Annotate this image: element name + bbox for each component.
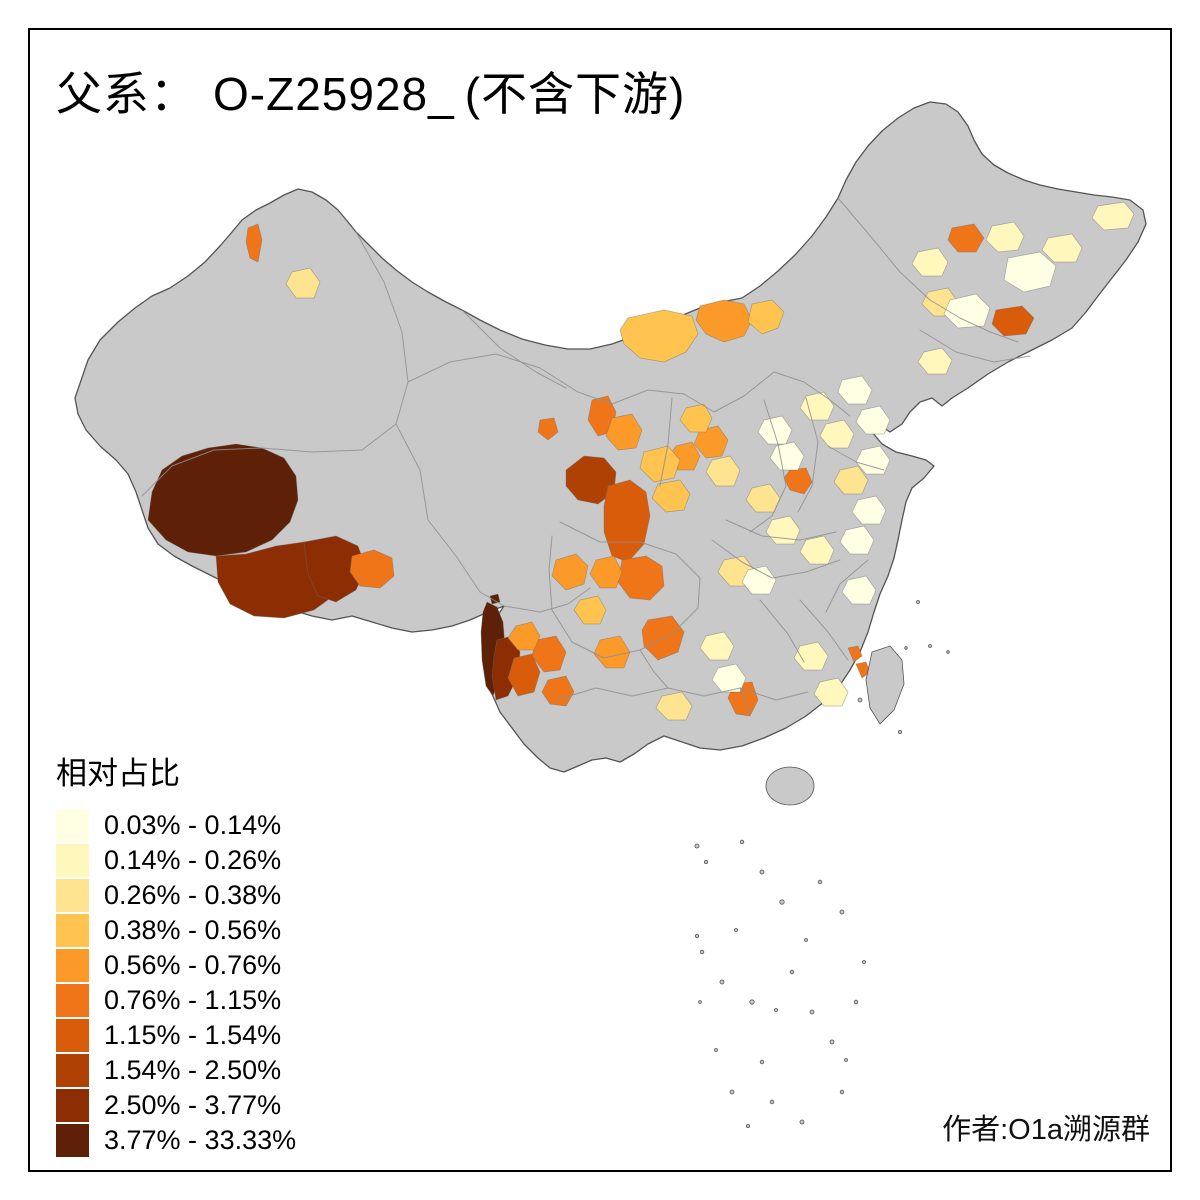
- map-region: [991, 305, 1035, 337]
- legend-swatch: [56, 914, 89, 947]
- map-region: [541, 675, 575, 707]
- legend: 相对占比 0.03% - 0.14% 0.14% - 0.26% 0.26% -…: [56, 748, 296, 1159]
- attribution: 作者:O1a溯源群: [942, 1114, 1150, 1146]
- map-region: [573, 595, 607, 625]
- legend-item: 0.14% - 0.26%: [56, 844, 296, 877]
- map-region: [593, 635, 631, 669]
- map-region: [699, 631, 735, 661]
- map-region: [813, 677, 849, 707]
- legend-swatch: [56, 1054, 89, 1087]
- legend-item: 0.26% - 0.38%: [56, 879, 296, 912]
- legend-item: 3.77% - 33.33%: [56, 1124, 296, 1157]
- map-region: [1003, 251, 1057, 293]
- legend-swatch: [56, 809, 89, 842]
- map-region: [741, 565, 777, 595]
- map-region: [705, 455, 741, 487]
- map-region: [793, 641, 829, 671]
- title-haplogroup: O-Z25928_: [213, 68, 455, 120]
- map-region: [303, 535, 367, 603]
- legend-swatch: [56, 1124, 89, 1157]
- province-borders: [141, 197, 1031, 715]
- map-region: [605, 413, 643, 451]
- colored-regions: [147, 201, 1135, 721]
- legend-label: 0.38% - 0.56%: [104, 915, 282, 945]
- title-prefix: 父系：: [56, 67, 197, 121]
- map-region: [799, 391, 835, 421]
- map-region: [711, 663, 747, 693]
- legend-label: 0.26% - 0.38%: [104, 880, 282, 910]
- map-region: [589, 555, 623, 589]
- legend-item: 0.76% - 1.15%: [56, 984, 296, 1017]
- map-region: [651, 479, 691, 513]
- map-region: [489, 593, 501, 605]
- legend-swatch: [56, 879, 89, 912]
- map-region: [349, 549, 395, 589]
- map-region: [839, 525, 875, 555]
- map-region: [617, 555, 665, 601]
- legend-label: 0.56% - 0.76%: [104, 950, 282, 980]
- map-region: [747, 299, 785, 335]
- map-region: [985, 221, 1025, 253]
- legend-item: 0.56% - 0.76%: [56, 949, 296, 982]
- map-region: [693, 425, 729, 459]
- legend-item: 0.38% - 0.56%: [56, 914, 296, 947]
- legend-item: 1.54% - 2.50%: [56, 1054, 296, 1087]
- legend-label: 0.03% - 0.14%: [104, 810, 282, 840]
- map-region: [833, 465, 869, 495]
- map-region: [851, 495, 887, 525]
- legend-title: 相对占比: [56, 756, 180, 792]
- map-region: [531, 635, 567, 673]
- map-region: [655, 691, 693, 721]
- map-region: [911, 247, 949, 277]
- legend-label: 3.77% - 33.33%: [104, 1125, 297, 1155]
- map-region: [841, 575, 877, 605]
- islands: [694, 600, 950, 1129]
- map-region: [819, 419, 855, 449]
- map-region: [943, 293, 991, 329]
- legend-item: 1.15% - 1.54%: [56, 1019, 296, 1052]
- taiwan-island: [865, 645, 905, 725]
- map-region: [551, 553, 589, 591]
- map-region: [917, 347, 953, 375]
- map-region: [1041, 233, 1083, 263]
- legend-swatch: [56, 1089, 89, 1122]
- map-region: [619, 309, 699, 363]
- map-region: [147, 443, 299, 557]
- page-title: 父系： O-Z25928_ (不含下游): [56, 58, 685, 124]
- legend-swatch: [56, 984, 89, 1017]
- map-region: [855, 405, 891, 435]
- legend-label: 1.54% - 2.50%: [104, 1055, 282, 1085]
- legend-swatch: [56, 1019, 89, 1052]
- map-region: [507, 621, 541, 651]
- hainan-island: [765, 766, 815, 806]
- map-region: [837, 375, 873, 405]
- map-region: [679, 403, 713, 433]
- legend-label: 0.14% - 0.26%: [104, 845, 282, 875]
- map-region: [947, 223, 985, 253]
- south-china-sea-islets: [694, 600, 950, 1129]
- map-region: [537, 417, 559, 441]
- map-region: [1091, 201, 1135, 231]
- legend-items: 0.03% - 0.14% 0.14% - 0.26% 0.26% - 0.38…: [56, 809, 296, 1157]
- map-region: [507, 653, 541, 697]
- map-region: [245, 223, 263, 263]
- legend-label: 0.76% - 1.15%: [104, 985, 282, 1015]
- legend-item: 2.50% - 3.77%: [56, 1089, 296, 1122]
- title-suffix: (不含下游): [464, 68, 686, 120]
- map-region: [285, 267, 321, 299]
- map-region: [847, 645, 863, 663]
- legend-swatch: [56, 949, 89, 982]
- legend-swatch: [56, 844, 89, 877]
- map-region: [695, 299, 753, 343]
- legend-item: 0.03% - 0.14%: [56, 809, 296, 842]
- legend-label: 1.15% - 1.54%: [104, 1020, 282, 1050]
- legend-label: 2.50% - 3.77%: [104, 1090, 282, 1120]
